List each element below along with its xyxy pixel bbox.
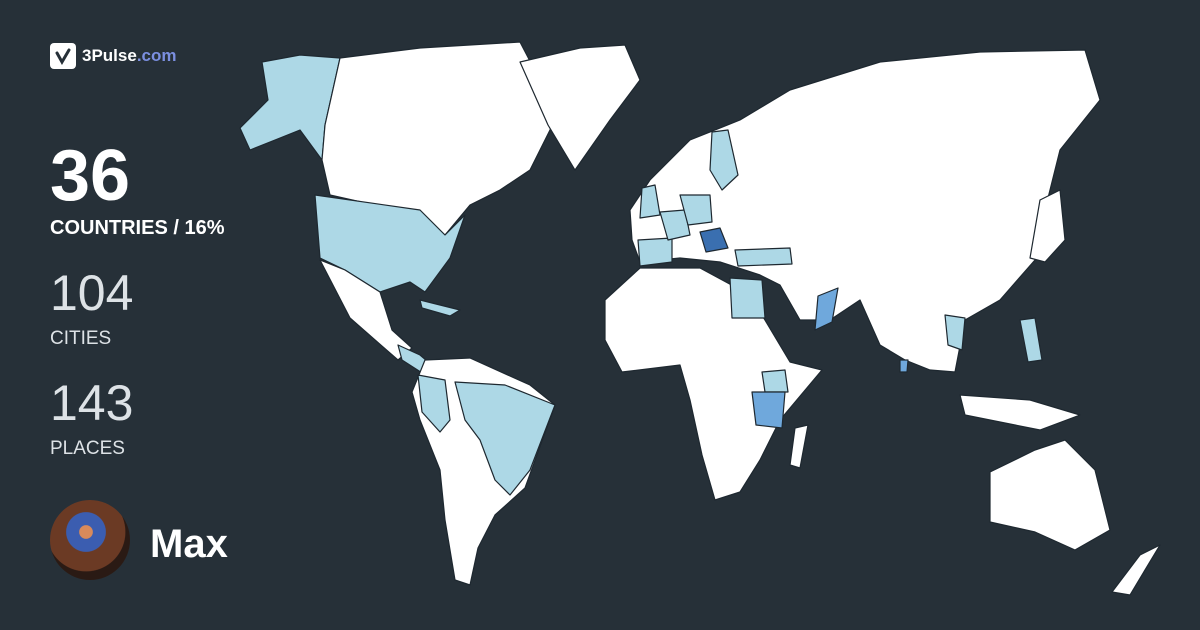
country-tanzania[interactable]: [751, 391, 786, 429]
places-label: PLACES: [50, 438, 125, 459]
continent-africa: [604, 267, 823, 501]
brand-name: 3Pulse: [82, 46, 137, 65]
country-canada[interactable]: [321, 41, 561, 236]
country-madagascar: [789, 424, 809, 469]
country-spain[interactable]: [637, 237, 673, 267]
country-balkans[interactable]: [699, 227, 729, 253]
country-oman[interactable]: [814, 287, 839, 331]
country-philippines[interactable]: [1019, 317, 1043, 363]
avatar[interactable]: [50, 500, 130, 580]
countries-label: COUNTRIES / 16%: [50, 217, 225, 239]
region-indonesia: [959, 394, 1081, 431]
country-new-zealand: [1111, 544, 1161, 596]
country-mexico[interactable]: [319, 259, 413, 361]
country-usa[interactable]: [314, 194, 466, 293]
country-turkey[interactable]: [734, 247, 793, 267]
user-name: Max: [150, 522, 228, 566]
country-kenya[interactable]: [761, 369, 789, 393]
country-japan: [1029, 189, 1066, 263]
country-central-europe[interactable]: [679, 194, 713, 226]
cities-count: 104: [50, 265, 134, 321]
cities-label: CITIES: [50, 328, 112, 349]
country-finland[interactable]: [709, 129, 739, 191]
country-peru[interactable]: [417, 374, 451, 433]
brand-tld: .com: [136, 46, 177, 65]
country-cuba[interactable]: [419, 299, 461, 317]
country-uk[interactable]: [639, 184, 661, 219]
country-sri-lanka[interactable]: [899, 359, 909, 373]
continent-australia: [989, 439, 1111, 551]
places-count: 143: [50, 375, 134, 431]
check-pulse-icon: [50, 43, 76, 69]
countries-count: 36: [50, 136, 131, 216]
country-egypt[interactable]: [729, 277, 766, 319]
country-alaska[interactable]: [239, 54, 341, 161]
country-greenland[interactable]: [519, 44, 641, 171]
country-france[interactable]: [659, 209, 691, 241]
country-brazil[interactable]: [454, 381, 556, 496]
country-thailand[interactable]: [944, 314, 966, 351]
brand-logo[interactable]: 3Pulse.com: [50, 43, 177, 69]
